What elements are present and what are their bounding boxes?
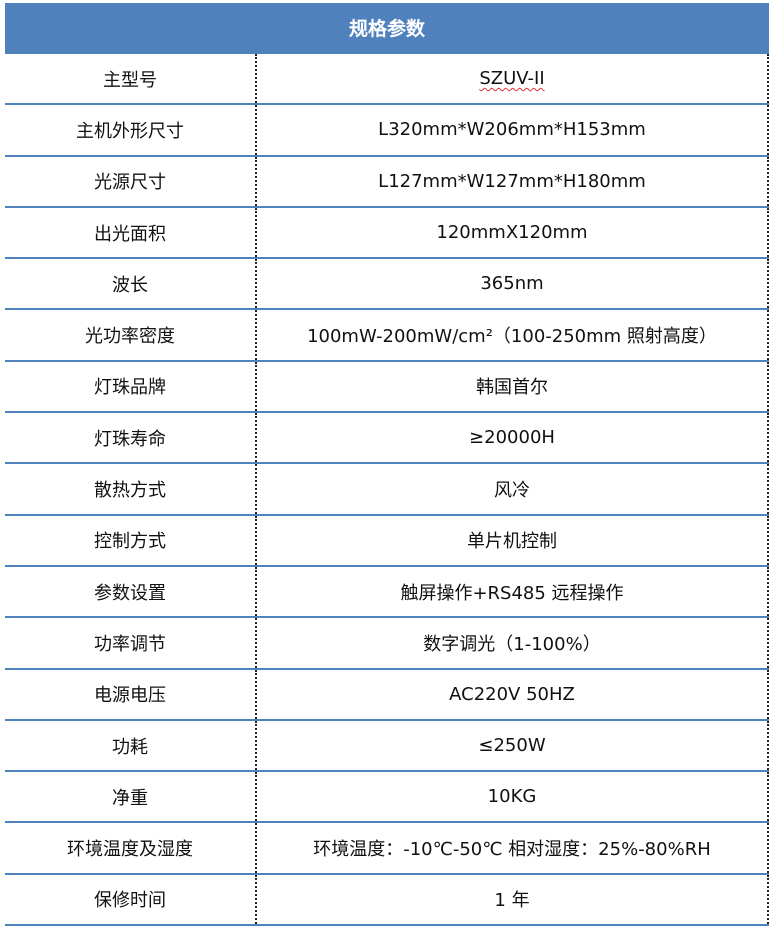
table-row: 灯珠品牌 韩国首尔 (5, 361, 769, 414)
spec-value: 1 年 (257, 874, 769, 925)
spec-value: ≥20000H (257, 413, 769, 463)
table-row: 主型号 SZUV-II (5, 54, 769, 106)
spec-label: 灯珠寿命 (5, 413, 257, 463)
spec-value: 单片机控制 (257, 515, 769, 565)
table-row: 环境温度及湿度 环境温度：-10℃-50℃ 相对湿度：25%-80%RH (5, 823, 769, 875)
spec-label: 灯珠品牌 (5, 361, 257, 412)
spec-label: 环境温度及湿度 (5, 823, 257, 873)
spec-value: 风冷 (257, 464, 769, 514)
table-row: 功耗 ≤250W (5, 720, 769, 773)
spec-label: 控制方式 (5, 515, 257, 565)
table-row: 出光面积 120mmX120mm (5, 207, 769, 260)
spec-label: 散热方式 (5, 464, 257, 514)
table-row: 电源电压 AC220V 50HZ (5, 669, 769, 721)
spec-label: 保修时间 (5, 874, 257, 925)
spec-label: 光功率密度 (5, 310, 257, 360)
spec-value: 环境温度：-10℃-50℃ 相对湿度：25%-80%RH (257, 823, 769, 873)
spec-label: 波长 (5, 259, 257, 309)
spec-label: 主型号 (5, 54, 257, 104)
table-row: 主机外形尺寸 L320mm*W206mm*H153mm (5, 105, 769, 157)
spec-label: 功率调节 (5, 618, 257, 668)
model-number: SZUV-II (479, 68, 545, 90)
spec-table: 规格参数 主型号 SZUV-II 主机外形尺寸 L320mm*W206mm*H153m… (5, 3, 769, 927)
spec-value: ≤250W (257, 720, 769, 771)
spec-label: 出光面积 (5, 207, 257, 258)
spec-label: 净重 (5, 772, 257, 822)
spec-value: 365nm (257, 259, 769, 309)
spec-value: 100mW-200mW/cm²（100-250mm 照射高度） (257, 310, 769, 360)
table-title: 规格参数 (5, 3, 769, 54)
table-row: 灯珠寿命 ≥20000H (5, 413, 769, 465)
spec-label: 功耗 (5, 720, 257, 771)
spec-value: 10KG (257, 772, 769, 822)
spec-value: AC220V 50HZ (257, 669, 769, 719)
table-row: 功率调节 数字调光（1-100%） (5, 618, 769, 670)
spec-label: 主机外形尺寸 (5, 105, 257, 155)
spec-value: 数字调光（1-100%） (257, 618, 769, 668)
spec-value: L127mm*W127mm*H180mm (257, 156, 769, 206)
table-row: 光功率密度 100mW-200mW/cm²（100-250mm 照射高度） (5, 310, 769, 362)
spec-value: 触屏操作+RS485 远程操作 (257, 566, 769, 617)
table-row: 保修时间 1 年 (5, 874, 769, 927)
table-row: 散热方式 风冷 (5, 464, 769, 516)
table-row: 波长 365nm (5, 259, 769, 311)
spec-value: 120mmX120mm (257, 207, 769, 258)
spec-label: 电源电压 (5, 669, 257, 719)
table-row: 光源尺寸 L127mm*W127mm*H180mm (5, 156, 769, 208)
spec-value: SZUV-II (257, 54, 769, 104)
table-row: 控制方式 单片机控制 (5, 515, 769, 567)
table-row: 净重 10KG (5, 772, 769, 824)
spec-label: 光源尺寸 (5, 156, 257, 206)
spec-value: L320mm*W206mm*H153mm (257, 105, 769, 155)
spec-value: 韩国首尔 (257, 361, 769, 412)
spec-label: 参数设置 (5, 566, 257, 617)
table-row: 参数设置 触屏操作+RS485 远程操作 (5, 566, 769, 619)
